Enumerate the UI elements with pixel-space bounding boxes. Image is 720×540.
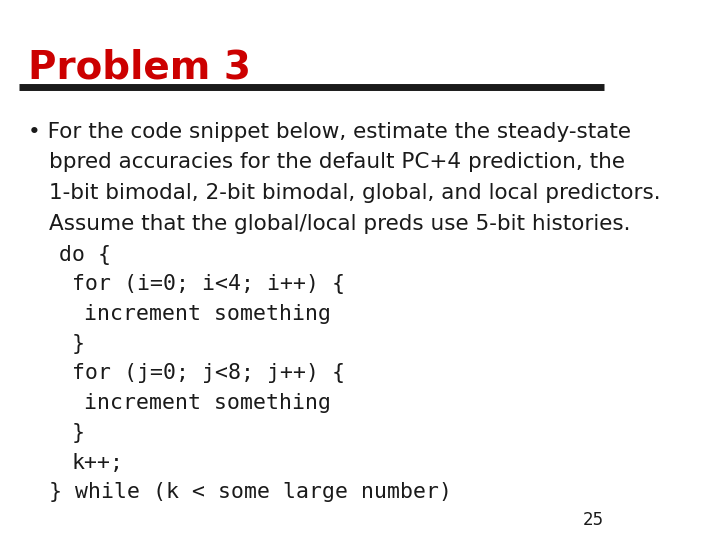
Text: for (i=0; i<4; i++) {: for (i=0; i<4; i++) { — [71, 274, 345, 294]
Text: k++;: k++; — [71, 453, 124, 472]
Text: } while (k < some large number): } while (k < some large number) — [49, 482, 452, 502]
Text: increment something: increment something — [84, 393, 331, 413]
Text: Problem 3: Problem 3 — [28, 49, 251, 86]
Text: do {: do { — [59, 245, 111, 265]
Text: }: } — [71, 334, 84, 354]
Text: • For the code snippet below, estimate the steady-state: • For the code snippet below, estimate t… — [28, 122, 631, 141]
Text: increment something: increment something — [84, 304, 331, 324]
Text: for (j=0; j<8; j++) {: for (j=0; j<8; j++) { — [71, 363, 345, 383]
Text: Assume that the global/local preds use 5-bit histories.: Assume that the global/local preds use 5… — [49, 214, 631, 234]
Text: 25: 25 — [582, 511, 603, 529]
Text: 1-bit bimodal, 2-bit bimodal, global, and local predictors.: 1-bit bimodal, 2-bit bimodal, global, an… — [49, 183, 661, 203]
Text: bpred accuracies for the default PC+4 prediction, the: bpred accuracies for the default PC+4 pr… — [49, 152, 625, 172]
Text: }: } — [71, 423, 84, 443]
